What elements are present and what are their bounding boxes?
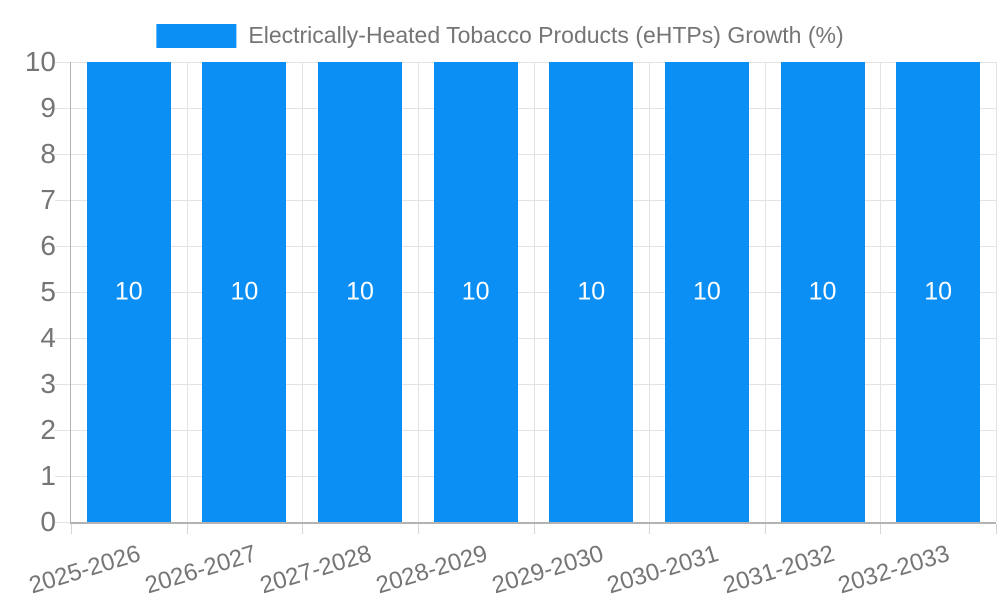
y-axis-tick-label: 5 (40, 276, 56, 307)
x-axis-tick-label: 2030-2031 (604, 540, 722, 600)
bar[interactable]: 10 (318, 62, 403, 522)
y-axis-tick-label: 10 (24, 46, 56, 77)
x-axis-tick (417, 524, 419, 534)
v-gridline (302, 62, 304, 522)
y-axis-tick-label: 7 (40, 184, 56, 215)
v-gridline (533, 62, 535, 522)
x-axis-tick-label: 2032-2033 (835, 540, 954, 600)
x-axis-tick (880, 524, 882, 534)
v-gridline (649, 62, 651, 522)
x-axis-tick (996, 524, 997, 534)
x-axis-tick (533, 524, 535, 534)
y-axis-tick-label: 6 (40, 230, 56, 261)
y-axis-tick (55, 430, 70, 431)
bar-value-label: 10 (346, 277, 374, 306)
bar-value-label: 10 (577, 277, 606, 306)
x-axis-tick-label: 2028-2029 (372, 540, 491, 600)
bar[interactable]: 10 (549, 62, 634, 522)
v-gridline (764, 62, 766, 522)
bar[interactable]: 10 (86, 62, 171, 522)
y-axis-tick (55, 108, 70, 109)
y-axis-tick-label: 9 (40, 92, 56, 123)
y-axis-tick-label: 3 (40, 368, 56, 399)
bar-value-label: 10 (461, 277, 490, 306)
y-axis-tick (55, 522, 70, 523)
x-axis-tick (302, 524, 304, 534)
legend-swatch-icon (156, 23, 237, 48)
x-axis-tick (71, 524, 72, 534)
y-axis-tick (55, 62, 70, 63)
legend[interactable]: Electrically-Heated Tobacco Products (eH… (156, 22, 844, 49)
x-axis-tick (649, 524, 651, 534)
legend-label: Electrically-Heated Tobacco Products (eH… (248, 22, 844, 48)
bar-value-label: 10 (808, 277, 837, 306)
y-axis-tick-label: 1 (40, 460, 56, 491)
y-axis-tick (55, 338, 70, 339)
bar[interactable]: 10 (664, 62, 749, 522)
x-axis-tick-label: 2031-2032 (719, 540, 838, 600)
y-axis-tick (55, 154, 70, 155)
bar-value-label: 10 (230, 277, 259, 306)
x-axis-tick-label: 2026-2027 (141, 540, 260, 600)
bar[interactable]: 10 (202, 62, 287, 522)
bar[interactable]: 10 (896, 62, 981, 522)
y-axis-tick (55, 476, 70, 477)
y-axis-tick-label: 4 (40, 322, 56, 353)
y-axis-tick (55, 384, 70, 385)
v-gridline (186, 62, 188, 522)
v-gridline (996, 62, 997, 522)
y-axis-tick (55, 246, 70, 247)
bar-value-label: 10 (924, 277, 953, 306)
x-axis-tick-label: 2027-2028 (257, 540, 375, 600)
bar-value-label: 10 (114, 277, 143, 306)
bar[interactable]: 10 (433, 62, 518, 522)
y-axis-tick-label: 2 (40, 414, 56, 445)
y-axis-tick (55, 200, 70, 201)
v-gridline (417, 62, 419, 522)
plot-area: 10 10 10 10 10 10 10 10 (55, 62, 997, 534)
x-axis-tick-label: 2025-2026 (26, 540, 144, 600)
x-axis-tick (186, 524, 188, 534)
bar-value-label: 10 (693, 277, 721, 306)
x-axis-tick (764, 524, 766, 534)
y-axis-tick-label: 8 (40, 138, 56, 169)
bar[interactable]: 10 (780, 62, 865, 522)
y-axis-tick-label: 0 (40, 506, 56, 537)
x-axis-tick-label: 2029-2030 (488, 540, 607, 600)
y-axis-tick (55, 292, 70, 293)
v-gridline (880, 62, 882, 522)
